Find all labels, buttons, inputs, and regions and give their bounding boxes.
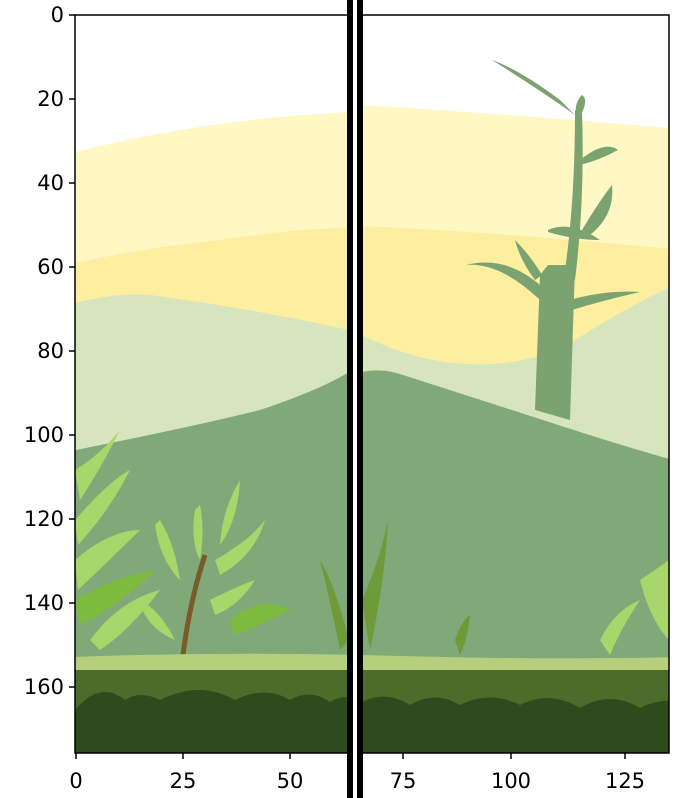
y-tick-label: 80 xyxy=(37,339,64,363)
y-tick-label: 140 xyxy=(24,591,64,615)
y-tick-label: 120 xyxy=(24,507,64,531)
y-tick-label: 160 xyxy=(24,675,64,699)
y-axis-tick-labels: 0 20 40 60 80 100 120 140 160 xyxy=(24,3,64,699)
x-tick-label: 25 xyxy=(170,769,197,793)
divider-line-right xyxy=(357,0,363,798)
x-tick-label: 125 xyxy=(605,769,645,793)
y-tick-label: 60 xyxy=(37,255,64,279)
y-tick-label: 100 xyxy=(24,423,64,447)
x-tick-label: 50 xyxy=(277,769,304,793)
x-tick-label: 0 xyxy=(69,769,82,793)
divider-line-left xyxy=(347,0,353,798)
x-tick-label: 75 xyxy=(390,769,417,793)
x-axis-tick-labels: 0 25 50 75 100 125 xyxy=(69,769,645,793)
x-axis xyxy=(75,753,626,759)
y-tick-label: 0 xyxy=(51,3,64,27)
y-tick-label: 40 xyxy=(37,171,64,195)
y-axis xyxy=(69,14,75,688)
y-tick-label: 20 xyxy=(37,87,64,111)
x-tick-label: 100 xyxy=(491,769,531,793)
